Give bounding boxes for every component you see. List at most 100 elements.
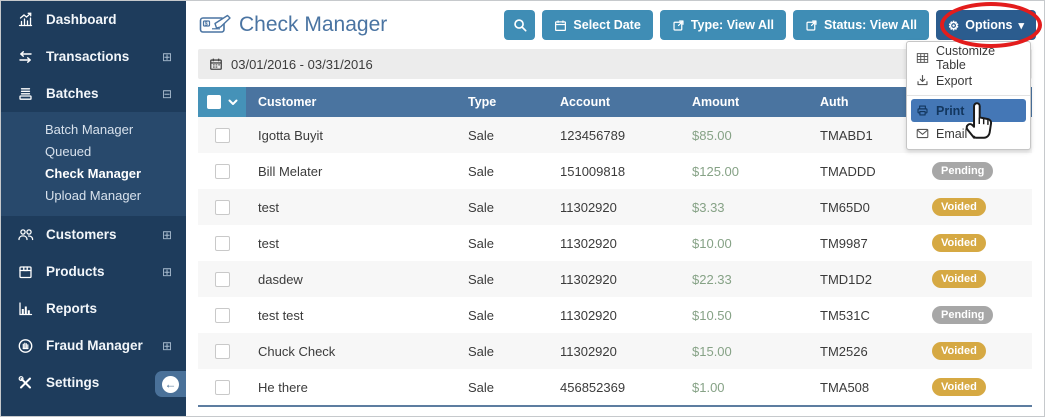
sidebar-item-fraud-manager[interactable]: Fraud Manager ⊞ [1,327,186,364]
cell-account: 11302920 [560,343,617,359]
dashboard-icon [17,12,35,28]
sidebar-item-label: Transactions [46,49,130,64]
search-icon [513,18,527,32]
menu-item-export[interactable]: Export [907,69,1030,92]
sidebar-item-reports[interactable]: Reports [1,290,186,327]
select-date-button[interactable]: Select Date [542,10,653,40]
row-checkbox[interactable] [214,379,230,395]
select-all-checkbox[interactable] [206,95,221,109]
row-checkbox[interactable] [214,271,230,287]
submenu-item[interactable]: Upload Manager [45,188,142,203]
sidebar-item-label: Dashboard [46,12,117,27]
sidebar-item-products[interactable]: Products ⊞ [1,253,186,290]
table-row[interactable]: test Sale 11302920 $3.33 TM65D0 Voided [198,189,1032,225]
expand-plus-icon[interactable]: ⊞ [161,338,172,353]
table-row[interactable]: He there Sale 456852369 $1.00 TMA508 Voi… [198,369,1032,405]
menu-item-label: Customize Table [936,43,996,72]
chevron-down-icon[interactable] [228,99,238,106]
sidebar-item-transactions[interactable]: Transactions ⊞ [1,38,186,75]
row-checkbox[interactable] [214,235,230,251]
cell-customer: dasdew [258,271,303,287]
status-badge: Voided [932,270,986,288]
cell-customer: test [258,235,279,251]
cell-amount: $85.00 [692,127,732,143]
sidebar-item-customers[interactable]: Customers ⊞ [1,216,186,253]
page-title: Check Manager [239,13,388,36]
submenu-item[interactable]: Check Manager [45,166,142,181]
status-filter-button[interactable]: Status: View All [792,10,930,40]
status-badge: Pending [932,306,994,324]
sidebar-item-batches[interactable]: Batches ⊟ [1,75,186,112]
type-filter-button[interactable]: Type: View All [659,10,786,40]
row-checkbox[interactable] [214,127,230,143]
sidebar-collapse-button[interactable]: ← [155,371,186,397]
options-label: Options [965,18,1013,32]
table-row[interactable]: Bill Melater Sale 151009818 $125.00 TMAD… [198,153,1032,189]
column-header-account[interactable]: Account [560,95,610,109]
toolbar-buttons: Select Date Type: View All [504,10,1036,40]
collapse-minus-icon[interactable]: ⊟ [161,86,172,101]
column-header-auth[interactable]: Auth [820,95,849,109]
options-dropdown-menu: Customize Table Export Print [906,41,1031,150]
column-header-customer[interactable]: Customer [258,95,317,109]
table-row[interactable]: dasdew Sale 11302920 $22.33 TMD1D2 Voide… [198,261,1032,297]
menu-item-label: Export [936,73,973,88]
status-badge: Pending [932,162,994,180]
menu-item-print[interactable]: Print [911,99,1026,122]
calendar-icon [554,19,567,32]
products-box-icon [17,264,35,280]
status-badge: Voided [932,234,986,252]
menu-item-email[interactable]: Email [907,122,1030,145]
submenu-item[interactable]: Batch Manager [45,122,134,137]
cell-amount: $1.00 [692,379,725,395]
cell-customer: He there [258,379,308,395]
cell-auth: TM2526 [820,343,868,359]
table-row[interactable]: Chuck Check Sale 11302920 $15.00 TM2526 … [198,333,1032,369]
table-row[interactable]: Igotta Buyit Sale 123456789 $85.00 TMABD… [198,117,1032,153]
envelope-icon [916,128,930,139]
customers-icon [17,227,35,243]
row-checkbox[interactable] [214,343,230,359]
expand-plus-icon[interactable]: ⊞ [161,227,172,242]
search-button[interactable] [504,10,536,40]
cell-customer: Igotta Buyit [258,127,324,143]
expand-plus-icon[interactable]: ⊞ [161,49,172,64]
sidebar-item-label: Batches [46,86,99,101]
expand-plus-icon[interactable]: ⊞ [161,264,172,279]
column-header-amount[interactable]: Amount [692,95,740,109]
settings-tools-icon [17,375,35,391]
batches-submenu: Batch Manager Queued Check Manager Uploa… [1,112,186,216]
external-link-icon [672,19,685,32]
cell-account: 456852369 [560,379,626,395]
select-date-label: Select Date [573,18,641,32]
sidebar-item-label: Settings [46,375,100,390]
table-row[interactable]: test test Sale 11302920 $10.50 TM531C Pe… [198,297,1032,333]
cell-type: Sale [468,199,495,215]
table-row[interactable]: test Sale 11302920 $10.00 TM9987 Voided [198,225,1032,261]
column-header-type[interactable]: Type [468,95,497,109]
cell-account: 11302920 [560,271,617,287]
cell-auth: TM65D0 [820,199,870,215]
table-header-row: Customer Type Account Amount Auth Status [198,87,1032,117]
status-badge: Voided [932,198,986,216]
submenu-item[interactable]: Queued [45,144,92,159]
sidebar-item-dashboard[interactable]: Dashboard [1,1,186,38]
title-wrap: $ Check Manager [199,13,387,37]
type-filter-label: Type: View All [690,18,774,32]
cell-type: Sale [468,127,495,143]
calendar-icon [209,57,223,71]
date-range-bar[interactable]: 03/01/2016 - 03/31/2016 [198,49,1032,79]
options-button[interactable]: ⚙ Options ▾ [936,10,1036,40]
cell-account: 151009818 [560,163,626,179]
row-checkbox[interactable] [214,307,230,323]
svg-text:$: $ [205,21,208,27]
external-link-icon [805,19,818,32]
menu-item-customize-table[interactable]: Customize Table [907,43,1030,72]
status-filter-label: Status: View All [823,18,918,32]
row-checkbox[interactable] [214,163,230,179]
table-grid-icon [916,52,930,64]
cell-type: Sale [468,235,495,251]
cell-auth: TMABD1 [820,127,873,143]
row-checkbox[interactable] [214,199,230,215]
fraud-hand-icon [17,338,35,354]
